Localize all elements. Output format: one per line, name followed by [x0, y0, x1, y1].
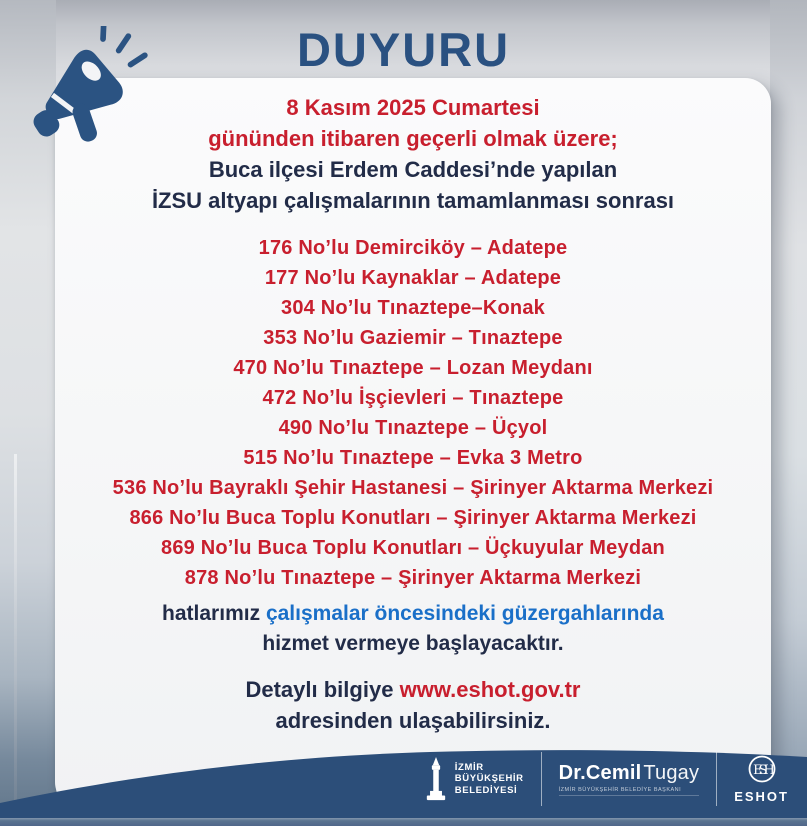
page-title: DUYURU	[296, 23, 511, 76]
info-line-2: adresinden ulaşabilirsiniz.	[275, 708, 551, 733]
bus-line-item: 353 No’lu Gaziemir – Tınaztepe	[263, 327, 563, 349]
eshot-logo-block: ESH ESHOT	[734, 754, 789, 804]
footer-divider-2	[716, 752, 718, 806]
municipality-line-1: İZMİR	[454, 761, 484, 773]
municipality-line-2: BÜYÜKŞEHİR	[454, 773, 524, 785]
eshot-name: ESHOT	[734, 789, 789, 804]
eshot-emblem-icon: ESH	[748, 755, 777, 783]
municipality-name: İZMİR BÜYÜKŞEHİR BELEDİYESİ	[455, 762, 524, 797]
announcement-card: 8 Kasım 2025 Cumartesi gününden itibaren…	[55, 78, 771, 808]
info-line-1: Detaylı bilgiye www.eshot.gov.tr	[65, 674, 761, 705]
mayor-name: Dr.Cemil Tugay	[559, 762, 700, 785]
bus-line-item: 490 No’lu Tınaztepe – Üçyol	[278, 417, 548, 439]
closing-prefix: hatlarımız	[162, 602, 261, 625]
info-prefix: Detaylı bilgiye	[245, 677, 394, 702]
svg-text:ESH: ESH	[753, 763, 774, 778]
izmir-clock-tower-icon	[426, 757, 445, 801]
footer-logos: İZMİR BÜYÜKŞEHİR BELEDİYESİ Dr.Cemil Tuga…	[425, 752, 789, 806]
background-photo-right	[770, 0, 807, 826]
footer-wave	[0, 750, 807, 818]
mayor-signature-block: Dr.Cemil Tugay İZMİR BÜYÜKŞEHİR BELEDİYE …	[558, 762, 700, 796]
background-photo-left	[0, 0, 56, 826]
bus-line-item: 878 No’lu Tınaztepe – Şirinyer Aktarma M…	[184, 567, 642, 589]
mayor-first-name: Cemil	[585, 762, 642, 784]
website-url: www.eshot.gov.tr	[399, 677, 581, 702]
works-line: İZSU altyapı çalışmalarının tamamlanması…	[151, 188, 675, 213]
bottom-strip	[0, 818, 807, 826]
mayor-title: Dr.	[558, 762, 586, 784]
municipality-line-3: BELEDİYESİ	[454, 784, 518, 796]
bus-line-item: 869 No’lu Buca Toplu Konutları – Üçkuyul…	[161, 537, 665, 559]
closing-highlight: çalışmalar öncesindeki güzergahlarında	[265, 602, 664, 625]
bus-line-item: 472 No’lu İşçievleri – Tınaztepe	[262, 387, 564, 409]
closing-line-1: hatlarımız çalışmalar öncesindeki güzerga…	[65, 599, 761, 629]
bus-line-list: 176 No’lu Demirciköy – Adatepe 177 No’lu …	[65, 233, 761, 593]
mayor-subtitle: İZMİR BÜYÜKŞEHİR BELEDİYE BAŞKANI	[558, 787, 700, 796]
megaphone-icon	[33, 26, 148, 142]
municipality-logo-block: İZMİR BÜYÜKŞEHİR BELEDİYESİ	[425, 756, 524, 802]
date-line: 8 Kasım 2025 Cumartesi	[286, 95, 540, 120]
bus-line-item: 177 No’lu Kaynaklar – Adatepe	[264, 267, 562, 289]
bus-line-item: 536 No’lu Bayraklı Şehir Hastanesi – Şir…	[112, 477, 714, 499]
bus-line-item: 470 No’lu Tınaztepe – Lozan Meydanı	[233, 357, 593, 379]
bus-line-item: 176 No’lu Demirciköy – Adatepe	[258, 237, 568, 259]
bus-line-item: 304 No’lu Tınaztepe–Konak	[281, 297, 545, 319]
footer-divider-1	[540, 752, 542, 806]
bus-line-item: 515 No’lu Tınaztepe – Evka 3 Metro	[243, 447, 583, 469]
closing-line-2: hizmet vermeye başlayacaktır.	[262, 632, 564, 655]
bus-line-item: 866 No’lu Buca Toplu Konutları – Şirinye…	[129, 507, 697, 529]
mayor-last-name: Tugay	[643, 762, 700, 784]
location-line: Buca ilçesi Erdem Caddesi’nde yapılan	[208, 157, 618, 182]
effective-line: gününden itibaren geçerli olmak üzere;	[208, 126, 618, 151]
